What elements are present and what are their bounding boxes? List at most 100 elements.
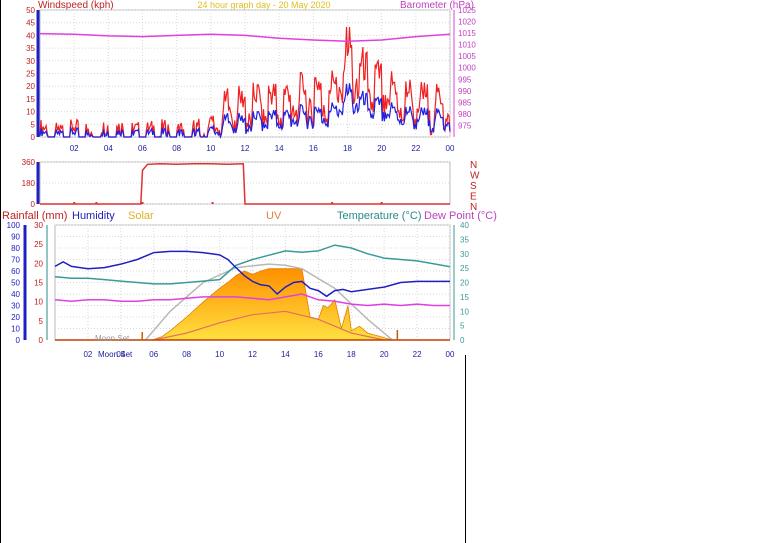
time-tick-label: 16 [309, 144, 318, 153]
time-tick-label: 22 [413, 350, 422, 359]
direction-point [73, 202, 76, 204]
direction-point [211, 202, 214, 204]
compass-label: E [470, 192, 477, 203]
humidity-tick-label: 60 [11, 267, 20, 276]
rain-tick-label: 20 [34, 259, 43, 268]
direction-point [95, 202, 98, 204]
wind-barometer-panel: 0510152025303540455097598098599099510001… [26, 6, 476, 153]
time-tick-label: 04 [116, 350, 125, 359]
compass-label: N [470, 202, 477, 213]
time-tick-label: 02 [70, 144, 79, 153]
uv-line [153, 310, 385, 341]
time-tick-label: 08 [182, 350, 191, 359]
temperature-line [54, 244, 451, 285]
humidity-tick-label: 20 [11, 313, 20, 322]
legend-solar: Solar [128, 210, 154, 222]
time-tick-label: 08 [172, 144, 181, 153]
barometer-tick-label: 1015 [458, 29, 476, 38]
moon-rise-label: Moon Set [98, 350, 133, 359]
windspeed-tick-label: 25 [26, 70, 35, 79]
rain-tick-label: 5 [39, 317, 44, 326]
humidity-tick-label: 70 [11, 256, 20, 265]
direction-point [331, 202, 334, 204]
weather-panel: 0102030405060708090100051015202530051015… [7, 221, 470, 359]
barometer-tick-label: 980 [458, 110, 472, 119]
direction-point [141, 202, 144, 204]
dew-point-line [54, 293, 450, 307]
barometer-tick-label: 1020 [458, 18, 476, 27]
graph-date-title: 24 hour graph day - 20 May 2020 [197, 0, 330, 10]
windspeed-tick-label: 35 [26, 44, 35, 53]
windspeed-tick-label: 20 [26, 82, 35, 91]
barometer-tick-label: 1010 [458, 41, 476, 50]
time-tick-label: 14 [275, 144, 284, 153]
barometer-tick-label: 995 [458, 75, 472, 84]
time-tick-label: 00 [446, 144, 455, 153]
windspeed-tick-label: 30 [26, 57, 35, 66]
humidity-tick-label: 90 [11, 233, 20, 242]
temperature-tick-label: 0 [460, 336, 465, 345]
rain-tick-label: 10 [34, 298, 43, 307]
time-tick-label: 10 [206, 144, 215, 153]
compass-label: S [470, 181, 477, 192]
time-tick-label: 16 [314, 350, 323, 359]
direction-tick-label: 360 [22, 158, 36, 167]
time-tick-label: 14 [281, 350, 290, 359]
rain-tick-label: 30 [34, 221, 43, 230]
barometer-tick-label: 975 [458, 121, 472, 130]
humidity-tick-label: 0 [16, 336, 21, 345]
time-tick-label: 18 [343, 144, 352, 153]
humidity-tick-label: 10 [11, 325, 20, 334]
humidity-tick-label: 30 [11, 302, 20, 311]
temperature-tick-label: 5 [460, 322, 465, 331]
windspeed-tick-label: 5 [31, 120, 36, 129]
legend-humidity: Humidity [72, 210, 115, 222]
rain-tick-label: 15 [34, 279, 43, 288]
compass-label: W [470, 171, 480, 182]
compass-label: N [470, 160, 477, 171]
humidity-line [54, 250, 450, 298]
barometer-tick-label: 1025 [458, 6, 476, 15]
time-tick-label: 04 [104, 144, 113, 153]
time-tick-label: 02 [83, 350, 92, 359]
windspeed-tick-label: 45 [26, 19, 35, 28]
barometer-axis-title: Barometer (hPa) [400, 0, 474, 11]
legend-temperature: Temperature (°C) [337, 210, 421, 222]
wind-average-line [39, 83, 451, 140]
time-tick-label: 20 [380, 350, 389, 359]
time-tick-label: 06 [138, 144, 147, 153]
humidity-tick-label: 80 [11, 244, 20, 253]
time-tick-label: 22 [411, 144, 420, 153]
windspeed-axis-title: Windspeed (kph) [38, 0, 114, 11]
direction-tick-label: 180 [22, 179, 36, 188]
time-tick-label: 20 [377, 144, 386, 153]
windspeed-tick-label: 10 [26, 108, 35, 117]
windspeed-tick-label: 15 [26, 95, 35, 104]
temperature-tick-label: 10 [460, 307, 469, 316]
time-tick-label: 06 [149, 350, 158, 359]
time-tick-label: 00 [446, 350, 455, 359]
barometer-tick-label: 990 [458, 87, 472, 96]
temperature-tick-label: 30 [460, 250, 469, 259]
temperature-tick-label: 40 [460, 221, 469, 230]
temperature-tick-label: 25 [460, 264, 469, 273]
humidity-tick-label: 100 [7, 221, 21, 230]
wind-direction-line [40, 163, 450, 205]
barometer-tick-label: 1005 [458, 52, 476, 61]
barometer-line [39, 32, 451, 42]
rain-tick-label: 25 [34, 240, 43, 249]
legend-uv: UV [266, 210, 282, 222]
time-tick-label: 18 [347, 350, 356, 359]
direction-tick-label: 0 [31, 200, 36, 209]
humidity-tick-label: 40 [11, 290, 20, 299]
time-tick-label: 12 [248, 350, 257, 359]
temperature-tick-label: 15 [460, 293, 469, 302]
windspeed-tick-label: 40 [26, 31, 35, 40]
temperature-tick-label: 35 [460, 235, 469, 244]
barometer-tick-label: 1000 [458, 64, 476, 73]
windspeed-tick-label: 0 [31, 133, 36, 142]
legend-dew-point: Dew Point (°C) [424, 210, 497, 222]
barometer-tick-label: 985 [458, 98, 472, 107]
